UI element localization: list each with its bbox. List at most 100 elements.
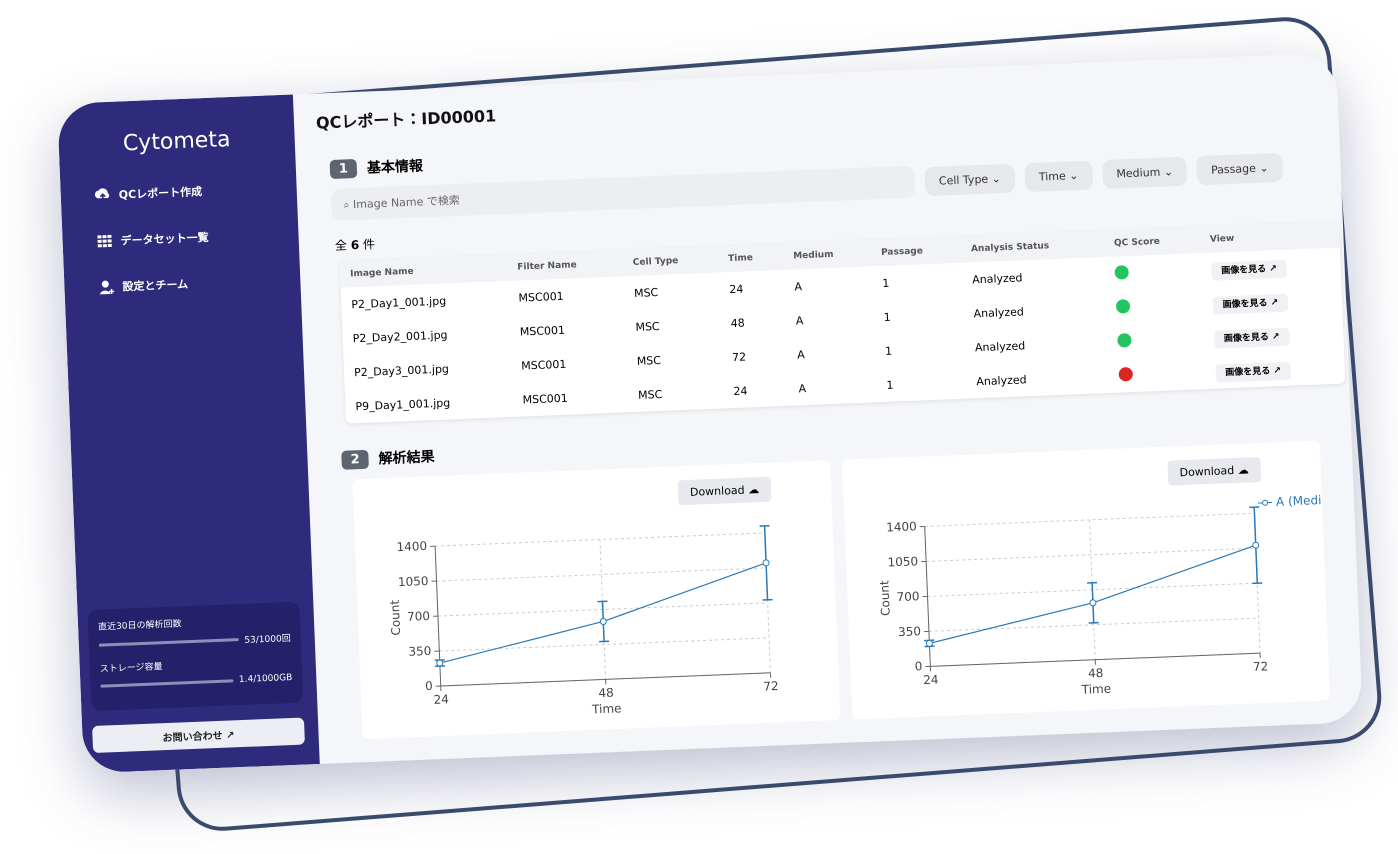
y-tick-label: 350 bbox=[898, 624, 921, 639]
nav-item[interactable]: 設定とチーム bbox=[98, 271, 300, 295]
sidebar: Cytometa QCレポート作成 データセット一覧 設定とチーム 直近30日の… bbox=[57, 94, 320, 774]
data-table: Image Name Filter Name Cell Type Time Medium… bbox=[339, 221, 1346, 424]
filter-label: Cell Type bbox=[938, 172, 989, 188]
view-cell: 画像を見る ↗ bbox=[1202, 282, 1343, 322]
y-tick-label: 0 bbox=[914, 659, 922, 673]
qc-indicator bbox=[1114, 264, 1130, 280]
data-point bbox=[1089, 599, 1097, 607]
view-label: 画像を見る bbox=[1225, 365, 1271, 378]
filter-label: Time bbox=[1038, 169, 1066, 184]
grid-line bbox=[1089, 519, 1096, 660]
x-tick-label: 24 bbox=[923, 673, 939, 688]
view-label: 画像を見る bbox=[1221, 264, 1267, 276]
count-suffix: 件 bbox=[362, 237, 376, 252]
charts: Download ☁ 0 350 700 1050 1400 24 48 72 Time Count… bbox=[352, 440, 1340, 740]
y-tick-label: 1050 bbox=[887, 554, 918, 569]
column-header: QC Score bbox=[1103, 227, 1201, 258]
filter-button[interactable]: Passage ⌄ bbox=[1196, 152, 1284, 185]
table-cell: 1 bbox=[884, 344, 893, 358]
data-point bbox=[436, 659, 444, 667]
count-value: 6 bbox=[350, 237, 360, 253]
usage-label: 直近30日の解析回数 bbox=[97, 619, 182, 633]
y-tick-label: 700 bbox=[896, 589, 919, 604]
x-tick-label: 72 bbox=[1253, 659, 1269, 674]
page-title: QCレポート：ID00001 bbox=[315, 106, 497, 133]
table-cell: MSC001 bbox=[522, 391, 569, 407]
view-button[interactable]: 画像を見る ↗ bbox=[1210, 259, 1288, 281]
nav-item[interactable]: データセット一覧 bbox=[96, 225, 298, 249]
view-button[interactable]: 画像を見る ↗ bbox=[1214, 361, 1292, 383]
table-cell: 24 bbox=[729, 282, 744, 296]
usage-track bbox=[100, 678, 233, 688]
table-cell: A bbox=[795, 313, 804, 327]
table-cell: 1 bbox=[882, 276, 890, 290]
table-cell: 1 bbox=[883, 310, 891, 324]
y-tick-label: 700 bbox=[407, 609, 430, 624]
table-cell: MSC bbox=[637, 387, 663, 402]
x-tick-label: 48 bbox=[598, 686, 614, 701]
grid-line bbox=[1253, 513, 1261, 654]
table-cell: Analyzed bbox=[973, 304, 1025, 320]
nav-item[interactable]: QCレポート作成 bbox=[94, 179, 296, 203]
x-tick-label: 48 bbox=[1088, 666, 1104, 681]
brand: Cytometa bbox=[122, 127, 231, 157]
filter-label: Medium bbox=[1116, 165, 1161, 180]
table-cell: 1 bbox=[886, 378, 894, 392]
view-label: 画像を見る bbox=[1223, 332, 1270, 344]
filter-label: Passage bbox=[1210, 161, 1257, 177]
table-cell: A bbox=[798, 381, 807, 395]
usage-panel: 直近30日の解析回数 53/1000回 ストレージ容量 1.4/1000GB bbox=[87, 601, 304, 712]
qc-indicator bbox=[1116, 298, 1131, 314]
filter-button[interactable]: Medium ⌄ bbox=[1101, 156, 1188, 189]
usage-value: 53/1000回 bbox=[244, 634, 291, 646]
table-cell: MSC001 bbox=[520, 357, 567, 373]
view-cell: 画像を見る ↗ bbox=[1200, 248, 1341, 288]
view-label: 画像を見る bbox=[1222, 298, 1268, 310]
column-header: Time bbox=[717, 243, 784, 273]
view-button[interactable]: 画像を見る ↗ bbox=[1212, 293, 1289, 315]
y-axis-label: Count bbox=[388, 599, 403, 635]
data-point bbox=[599, 617, 607, 625]
chart: 0 350 700 1050 1400 24 48 72 Time Count bbox=[388, 524, 779, 717]
section-number: 2 bbox=[341, 449, 369, 470]
filter-button[interactable]: Cell Type ⌄ bbox=[924, 163, 1016, 196]
count-prefix: 全 bbox=[334, 238, 348, 253]
grid-line bbox=[924, 512, 1255, 527]
table-cell: MSC bbox=[633, 285, 659, 300]
contact-button[interactable]: お問い合わせ ↗ bbox=[92, 717, 305, 754]
grid-line bbox=[928, 617, 1259, 632]
x-tick-label: 24 bbox=[433, 692, 449, 707]
qc-cell bbox=[1105, 253, 1202, 291]
filters: Cell Type ⌄ Time ⌄ Medium ⌄ Passage ⌄ bbox=[924, 152, 1284, 196]
main: QCレポート：ID00001 1 基本情報 ⌕ Image Name で検索 Ce… bbox=[293, 53, 1363, 764]
table-cell: 48 bbox=[730, 316, 746, 330]
view-cell: 画像を見る ↗ bbox=[1205, 350, 1346, 390]
nav-label: 設定とチーム bbox=[122, 277, 189, 294]
legend-label: A (Medium) bbox=[1276, 492, 1330, 509]
usage-label: ストレージ容量 bbox=[99, 662, 163, 675]
grid-line bbox=[437, 602, 768, 617]
table-cell: 72 bbox=[731, 350, 747, 364]
x-axis bbox=[930, 652, 1261, 667]
table-cell: MSC bbox=[636, 353, 662, 368]
table-cell: MSC bbox=[635, 319, 660, 334]
view-button[interactable]: 画像を見る ↗ bbox=[1213, 327, 1290, 349]
grid-line bbox=[764, 532, 771, 673]
column-header: Medium bbox=[782, 240, 872, 270]
data-point bbox=[1252, 541, 1260, 549]
view-cell: 画像を見る ↗ bbox=[1203, 316, 1344, 356]
x-axis bbox=[440, 672, 771, 687]
qc-cell bbox=[1107, 321, 1204, 359]
search-placeholder: Image Name で検索 bbox=[352, 193, 461, 212]
y-axis-label: Count bbox=[877, 580, 892, 616]
screen: Cytometa QCレポート作成 データセット一覧 設定とチーム 直近30日の… bbox=[57, 52, 1363, 774]
filter-button[interactable]: Time ⌄ bbox=[1024, 159, 1094, 192]
grid-line bbox=[927, 582, 1258, 597]
chart-card: Download ☁ 0 350 700 1050 1400 24 48 72 Time Count bbox=[352, 460, 841, 740]
table-cell: A bbox=[794, 279, 803, 294]
x-tick-label: 72 bbox=[763, 679, 779, 694]
grid-line bbox=[926, 547, 1256, 562]
y-tick-label: 350 bbox=[408, 644, 431, 659]
qc-cell bbox=[1109, 355, 1206, 393]
